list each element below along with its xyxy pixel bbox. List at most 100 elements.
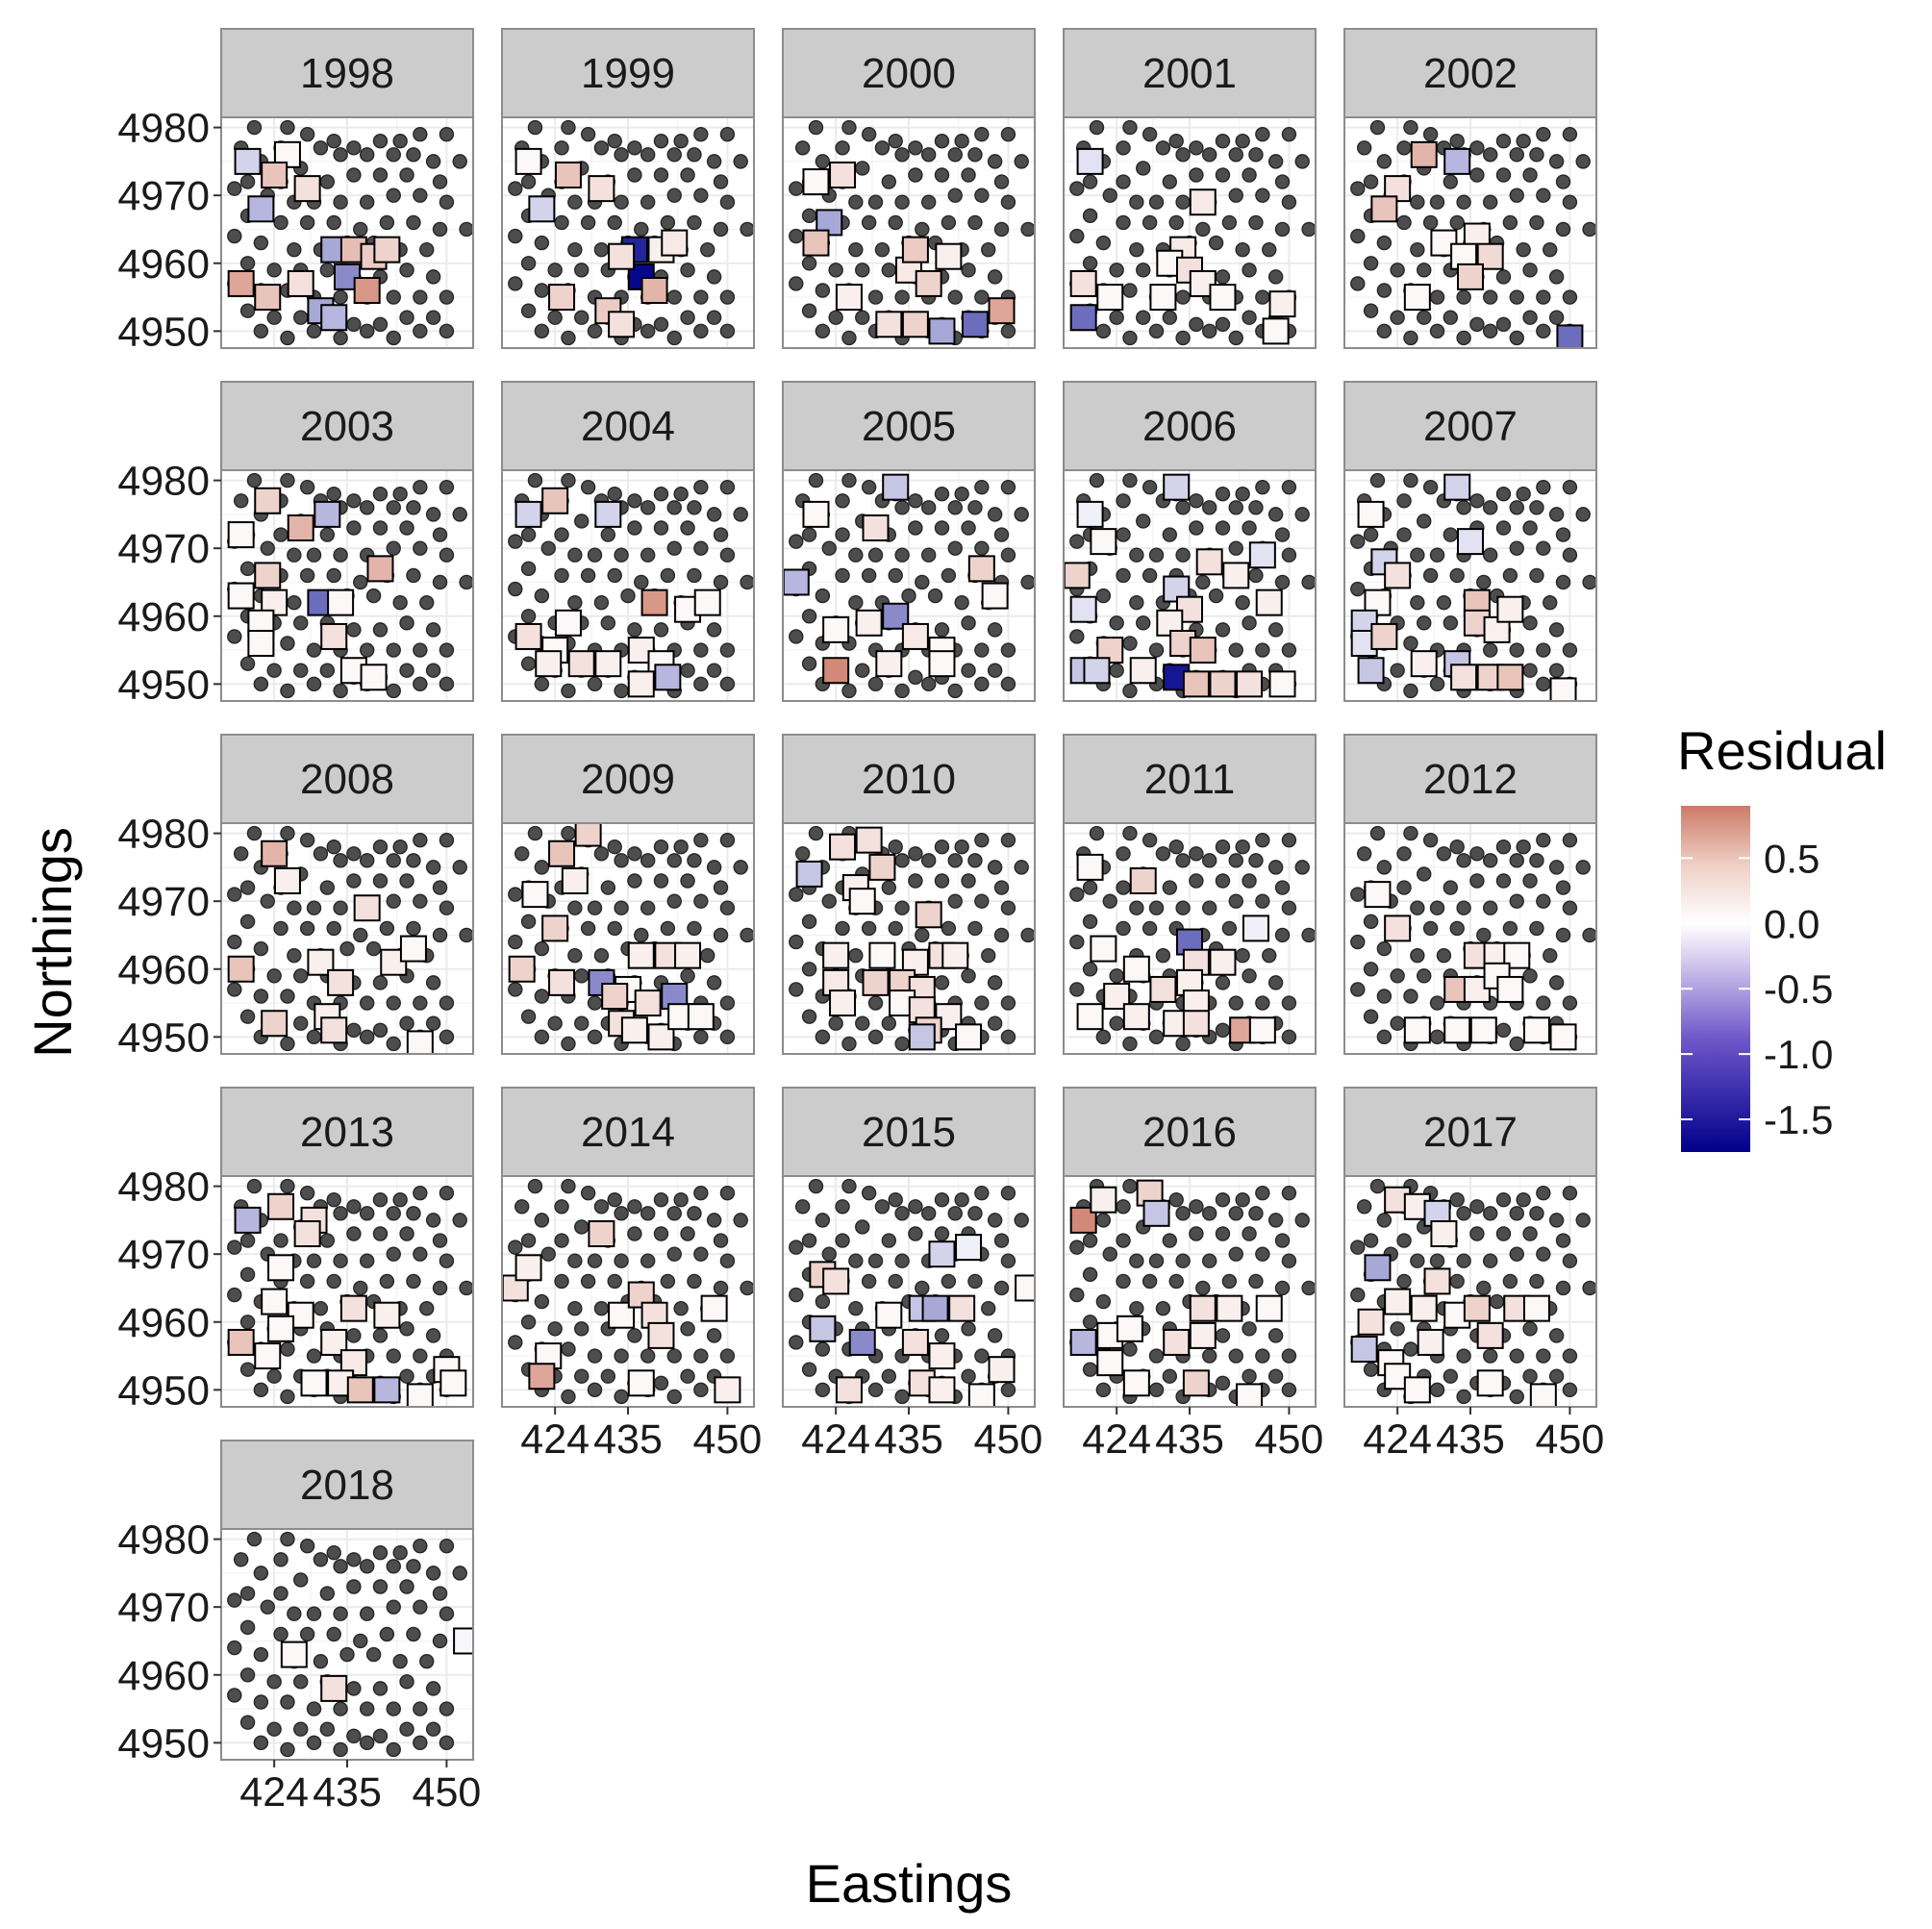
station-point <box>1148 194 1165 210</box>
station-point <box>346 493 362 509</box>
station-point <box>908 846 923 862</box>
station-point <box>881 1233 897 1248</box>
residual-point <box>1384 562 1412 589</box>
station-point <box>1136 615 1151 631</box>
station-point <box>266 968 282 984</box>
station-point <box>1116 880 1131 895</box>
station-point <box>353 221 368 238</box>
residual-point <box>439 1369 467 1397</box>
station-point <box>1582 574 1596 590</box>
station-point <box>1495 520 1512 536</box>
station-point <box>1294 1213 1310 1228</box>
residual-point <box>941 941 969 969</box>
residual-point <box>822 941 850 969</box>
station-point <box>1069 887 1085 902</box>
station-point <box>1529 1273 1544 1290</box>
station-point <box>1456 194 1471 210</box>
station-point <box>607 839 622 855</box>
station-point <box>399 663 414 678</box>
station-point <box>1148 900 1165 915</box>
station-point <box>861 567 877 584</box>
station-point <box>520 527 537 542</box>
station-point <box>1136 263 1151 278</box>
station-point <box>567 594 583 611</box>
station-point <box>1242 167 1257 183</box>
station-point <box>789 934 804 950</box>
station-point <box>1390 1321 1405 1337</box>
station-point <box>1281 1185 1297 1201</box>
station-point <box>313 1552 329 1567</box>
station-point <box>554 1199 569 1215</box>
station-point <box>961 263 976 278</box>
station-point <box>540 1246 556 1262</box>
station-point <box>287 1606 302 1621</box>
residual-point <box>1410 140 1438 168</box>
facet-strip <box>1063 381 1317 471</box>
x-tick-label: 424 <box>520 1416 590 1463</box>
station-point <box>333 547 348 563</box>
station-point <box>246 1531 263 1547</box>
facet-strip-label: 2000 <box>862 50 956 97</box>
station-point <box>299 126 315 142</box>
station-point <box>1281 1348 1297 1364</box>
station-point <box>1274 927 1291 943</box>
station-point <box>666 147 682 163</box>
station-point <box>987 269 1003 285</box>
station-point <box>855 663 870 678</box>
station-point <box>439 1606 455 1621</box>
station-point <box>333 900 348 915</box>
residual-point <box>1364 1254 1392 1282</box>
panel-marks <box>227 1178 473 1407</box>
station-point <box>386 1559 401 1574</box>
facet-panel: 2006 <box>1063 381 1317 702</box>
station-point <box>874 241 891 258</box>
station-point <box>614 194 629 210</box>
station-point <box>432 1586 448 1601</box>
station-point <box>821 893 837 909</box>
residual-point <box>1410 1294 1438 1322</box>
station-point <box>934 622 950 638</box>
station-point <box>587 1253 603 1268</box>
station-point <box>947 853 963 868</box>
station-point <box>1228 853 1243 868</box>
residual-point <box>661 229 689 257</box>
station-point <box>693 1185 709 1201</box>
station-point <box>1089 472 1105 489</box>
facet-strip <box>782 28 1036 118</box>
residual-point <box>1549 677 1577 701</box>
station-point <box>299 920 315 937</box>
legend-colorbar <box>1681 806 1750 1152</box>
residual-point <box>693 589 721 616</box>
station-point <box>1509 500 1524 515</box>
station-point <box>1429 995 1445 1011</box>
station-point <box>386 1348 401 1364</box>
station-point <box>452 860 467 875</box>
station-point <box>1175 1206 1191 1221</box>
station-point <box>439 479 455 495</box>
station-point <box>687 853 702 868</box>
station-point <box>894 500 910 515</box>
station-point <box>1350 276 1366 291</box>
station-point <box>719 126 736 142</box>
y-tick-label: 4970 <box>117 173 210 219</box>
station-point <box>1020 574 1035 590</box>
station-point <box>607 1192 622 1208</box>
station-point <box>934 134 950 149</box>
station-point <box>1555 527 1571 542</box>
station-point <box>1122 636 1138 651</box>
station-point <box>627 1328 642 1343</box>
station-point <box>1502 567 1518 584</box>
station-point <box>1281 832 1297 848</box>
station-point <box>1221 1273 1238 1290</box>
facet-panel: 2001 <box>1063 28 1317 349</box>
station-point <box>1274 1233 1291 1248</box>
station-point <box>1476 1280 1492 1296</box>
station-point <box>1429 289 1445 305</box>
residual-point <box>1357 657 1385 685</box>
station-point <box>1548 507 1565 522</box>
station-point <box>1000 676 1016 692</box>
station-point <box>280 1036 295 1052</box>
station-point <box>1116 1273 1131 1290</box>
residual-point <box>535 650 563 678</box>
